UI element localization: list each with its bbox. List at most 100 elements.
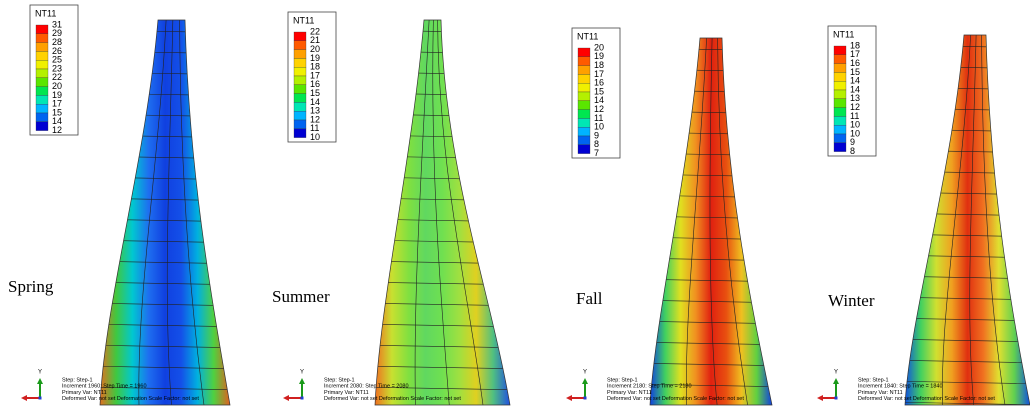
legend-value: 23 bbox=[52, 63, 62, 73]
axis-y-head bbox=[582, 378, 588, 384]
legend-band bbox=[577, 144, 591, 154]
legend-band bbox=[577, 100, 591, 110]
legend-value: 20 bbox=[594, 42, 604, 52]
mesh-line bbox=[375, 365, 510, 370]
legend-value: 8 bbox=[594, 139, 599, 149]
legend-band bbox=[293, 58, 307, 68]
legend-band bbox=[35, 33, 49, 43]
legend-value: 12 bbox=[850, 102, 860, 112]
step-info: Primary Var: NT11 bbox=[62, 390, 107, 396]
legend-value: 14 bbox=[850, 76, 860, 86]
mesh-line bbox=[905, 86, 1030, 91]
legend-value: 14 bbox=[850, 84, 860, 94]
legend-value: 7 bbox=[594, 148, 599, 158]
legend-band bbox=[833, 142, 847, 152]
season-label: Summer bbox=[272, 287, 330, 306]
legend-value: 17 bbox=[594, 69, 604, 79]
mesh-line bbox=[709, 38, 718, 405]
axis-label: Y bbox=[834, 370, 838, 376]
legend-band bbox=[833, 89, 847, 99]
legend-value: 16 bbox=[850, 58, 860, 68]
legend-value: 19 bbox=[310, 53, 320, 63]
legend-band bbox=[577, 127, 591, 137]
legend-value: 11 bbox=[310, 123, 319, 133]
legend-band bbox=[577, 109, 591, 119]
step-info: Step: Step-1 bbox=[858, 377, 889, 383]
axis-x-head bbox=[283, 395, 289, 401]
legend-band bbox=[293, 84, 307, 94]
step-info: Deformed Var: not set Deformation Scale … bbox=[858, 396, 995, 402]
step-info: Deformed Var: not set Deformation Scale … bbox=[324, 396, 461, 402]
dam-outline bbox=[374, 19, 511, 406]
legend-value: 19 bbox=[52, 90, 62, 100]
legend-title: NT11 bbox=[577, 31, 598, 41]
mesh-line bbox=[905, 65, 1030, 70]
mesh-line bbox=[650, 383, 772, 388]
mesh-line bbox=[437, 20, 484, 405]
legend-value: 15 bbox=[310, 88, 320, 98]
legend-band bbox=[833, 45, 847, 55]
step-info: Deformed Var: not set Deformation Scale … bbox=[62, 396, 199, 402]
axis-z bbox=[834, 396, 838, 400]
legend-band bbox=[35, 121, 49, 131]
legend-value: 17 bbox=[850, 49, 860, 59]
legend-band bbox=[833, 107, 847, 117]
legend-band bbox=[833, 125, 847, 135]
legend-band bbox=[293, 102, 307, 112]
legend-band bbox=[577, 83, 591, 93]
legend-band bbox=[35, 24, 49, 34]
legend-value: 9 bbox=[594, 130, 599, 140]
mesh-line bbox=[905, 380, 1030, 385]
legend-value: 20 bbox=[52, 81, 62, 91]
legend-value: 14 bbox=[52, 116, 62, 126]
legend-band bbox=[833, 72, 847, 82]
axis-z bbox=[583, 396, 587, 400]
legend-value: 14 bbox=[594, 95, 604, 105]
season-label: Winter bbox=[828, 291, 875, 310]
legend-band bbox=[35, 51, 49, 61]
legend-value: 13 bbox=[850, 93, 860, 103]
mesh-line bbox=[100, 365, 230, 370]
legend-value: 10 bbox=[850, 120, 860, 130]
step-info: Increment 1840: Step Time = 1840 bbox=[858, 384, 943, 390]
legend-band bbox=[293, 119, 307, 129]
legend-band bbox=[577, 47, 591, 57]
legend-value: 29 bbox=[52, 28, 62, 38]
legend-title: NT11 bbox=[833, 29, 854, 39]
legend-title: NT11 bbox=[35, 8, 56, 18]
mesh-line bbox=[717, 38, 748, 405]
legend-value: 21 bbox=[310, 35, 320, 45]
axis-z bbox=[300, 396, 304, 400]
axis-y-head bbox=[833, 378, 839, 384]
legend-band bbox=[35, 104, 49, 114]
mesh-line bbox=[100, 386, 230, 391]
mesh-line bbox=[432, 20, 450, 405]
step-info: Step: Step-1 bbox=[607, 377, 638, 383]
legend-value: 10 bbox=[850, 128, 860, 138]
step-info: Increment 2080: Step Time = 2080 bbox=[324, 384, 409, 390]
legend-value: 14 bbox=[310, 97, 320, 107]
legend-value: 8 bbox=[850, 146, 855, 156]
mesh-line bbox=[969, 35, 977, 405]
legend-band bbox=[833, 116, 847, 126]
dam-outline bbox=[649, 37, 773, 406]
legend-value: 28 bbox=[52, 37, 62, 47]
legend-value: 18 bbox=[594, 60, 604, 70]
legend-band bbox=[293, 40, 307, 50]
dam-outline bbox=[904, 34, 1030, 406]
legend-value: 26 bbox=[52, 46, 62, 56]
legend-value: 10 bbox=[310, 132, 320, 142]
legend-band bbox=[35, 95, 49, 105]
mesh-line bbox=[905, 401, 1030, 405]
legend-value: 18 bbox=[850, 40, 860, 50]
legend-value: 18 bbox=[310, 62, 320, 72]
legend-value: 12 bbox=[52, 125, 62, 135]
axis-z bbox=[38, 396, 42, 400]
legend-band bbox=[577, 65, 591, 75]
legend-value: 10 bbox=[594, 122, 604, 132]
legend-value: 15 bbox=[850, 67, 860, 77]
mesh-line bbox=[375, 386, 510, 391]
legend-band bbox=[833, 54, 847, 64]
